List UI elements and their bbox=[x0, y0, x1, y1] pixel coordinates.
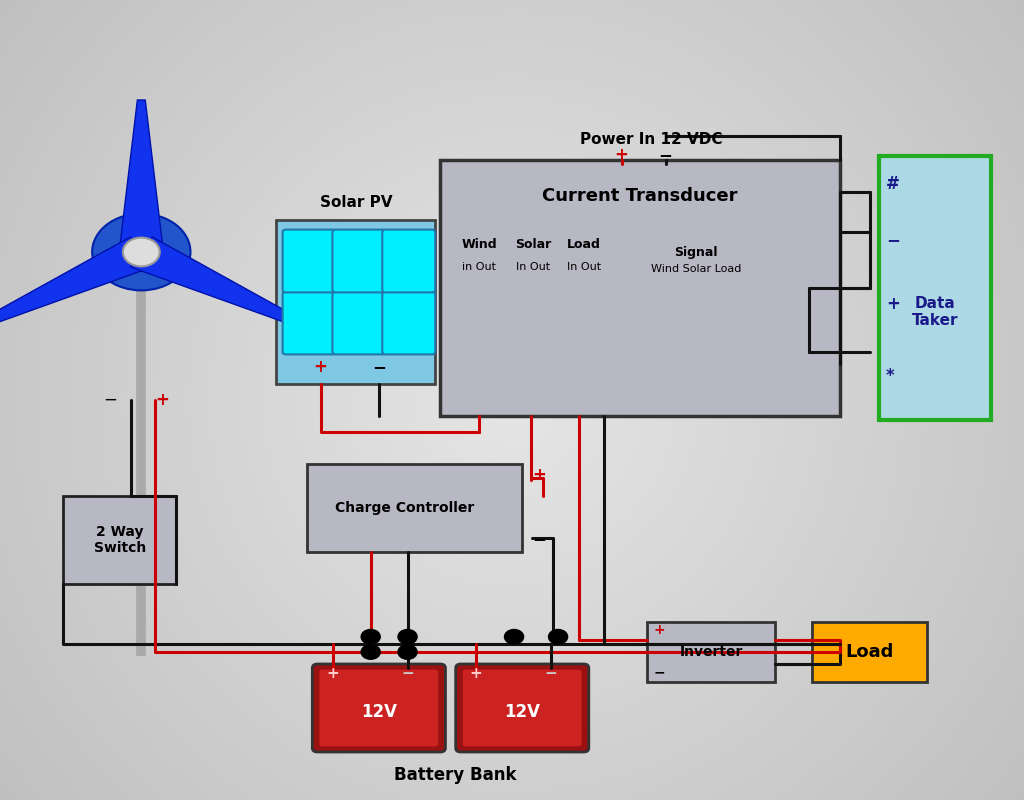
Text: Wind: Wind bbox=[462, 238, 497, 251]
Text: +: + bbox=[313, 358, 328, 376]
Circle shape bbox=[92, 214, 190, 290]
Text: −: − bbox=[103, 391, 118, 409]
Text: Power In 12 VDC: Power In 12 VDC bbox=[580, 132, 723, 147]
FancyBboxPatch shape bbox=[879, 156, 991, 420]
Text: 12V: 12V bbox=[360, 703, 397, 721]
Text: Data
Taker: Data Taker bbox=[911, 296, 958, 328]
Polygon shape bbox=[0, 237, 153, 330]
Text: +: + bbox=[886, 295, 900, 313]
Circle shape bbox=[123, 238, 160, 266]
Text: 12V: 12V bbox=[504, 703, 541, 721]
Text: In Out: In Out bbox=[566, 262, 601, 272]
Text: *: * bbox=[886, 367, 894, 385]
Text: +: + bbox=[155, 391, 169, 409]
FancyBboxPatch shape bbox=[307, 464, 522, 552]
Text: −: − bbox=[658, 146, 673, 164]
FancyBboxPatch shape bbox=[283, 230, 336, 292]
Text: +: + bbox=[470, 666, 482, 681]
FancyBboxPatch shape bbox=[456, 664, 589, 752]
Text: Battery Bank: Battery Bank bbox=[394, 766, 517, 784]
Text: −: − bbox=[886, 231, 900, 249]
Text: Solar PV: Solar PV bbox=[319, 195, 392, 210]
FancyBboxPatch shape bbox=[812, 622, 927, 682]
Polygon shape bbox=[130, 237, 311, 330]
FancyBboxPatch shape bbox=[283, 291, 336, 354]
Text: +: + bbox=[327, 666, 339, 681]
Text: 2 Way
Switch: 2 Way Switch bbox=[93, 525, 146, 555]
FancyBboxPatch shape bbox=[312, 664, 445, 752]
FancyBboxPatch shape bbox=[333, 230, 385, 292]
Polygon shape bbox=[119, 100, 164, 252]
Text: Current Transducer: Current Transducer bbox=[543, 187, 737, 205]
FancyBboxPatch shape bbox=[333, 291, 385, 354]
Text: Inverter: Inverter bbox=[680, 645, 742, 658]
Text: −: − bbox=[532, 530, 547, 548]
Text: +: + bbox=[614, 146, 629, 164]
FancyBboxPatch shape bbox=[647, 622, 775, 682]
Text: +: + bbox=[532, 466, 547, 484]
Text: −: − bbox=[545, 666, 557, 681]
Text: Load: Load bbox=[566, 238, 601, 251]
Circle shape bbox=[360, 644, 381, 660]
FancyBboxPatch shape bbox=[382, 291, 435, 354]
Circle shape bbox=[504, 629, 524, 645]
Text: in Out: in Out bbox=[462, 262, 497, 272]
FancyBboxPatch shape bbox=[382, 230, 435, 292]
Circle shape bbox=[397, 644, 418, 660]
Text: Charge Controller: Charge Controller bbox=[335, 501, 474, 515]
Text: #: # bbox=[886, 175, 900, 193]
FancyBboxPatch shape bbox=[276, 220, 435, 384]
Text: Signal: Signal bbox=[675, 246, 718, 259]
FancyBboxPatch shape bbox=[440, 160, 840, 416]
Text: Solar: Solar bbox=[515, 238, 552, 251]
Text: In Out: In Out bbox=[516, 262, 551, 272]
Text: Wind Solar Load: Wind Solar Load bbox=[651, 264, 741, 274]
FancyBboxPatch shape bbox=[463, 670, 582, 746]
Circle shape bbox=[397, 629, 418, 645]
Circle shape bbox=[360, 629, 381, 645]
Text: −: − bbox=[653, 665, 665, 679]
FancyBboxPatch shape bbox=[63, 496, 176, 584]
Circle shape bbox=[548, 629, 568, 645]
Text: +: + bbox=[653, 622, 665, 637]
Text: −: − bbox=[401, 666, 414, 681]
Text: −: − bbox=[372, 358, 386, 376]
Text: Load: Load bbox=[845, 642, 894, 661]
FancyBboxPatch shape bbox=[319, 670, 438, 746]
